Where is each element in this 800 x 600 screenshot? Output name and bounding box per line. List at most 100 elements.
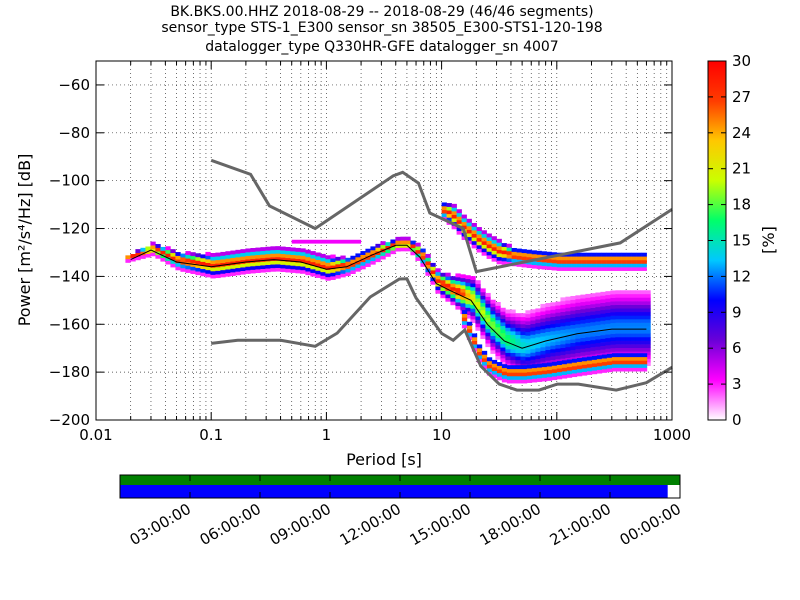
density-cell [500, 361, 506, 366]
density-cell [441, 202, 447, 207]
density-cell [205, 259, 211, 263]
density-cell [635, 315, 641, 320]
density-cell [555, 323, 561, 328]
density-cell [545, 349, 551, 354]
density-cell [175, 252, 181, 256]
density-cell [485, 307, 491, 312]
density-cell [531, 378, 538, 383]
density-cell [566, 370, 573, 375]
low-noise-model-line [211, 277, 673, 392]
density-cell [440, 283, 446, 288]
density-cell [575, 341, 581, 346]
density-cell [535, 351, 541, 356]
density-cell [445, 297, 451, 302]
density-cell [590, 325, 596, 330]
density-cell [626, 267, 632, 271]
density-cell [515, 345, 521, 350]
density-cell [340, 262, 346, 267]
chart-title-line-3: datalogger_type Q330HR-GFE datalogger_sn… [205, 39, 558, 55]
density-cell [170, 256, 176, 261]
density-cell [521, 256, 527, 261]
density-cell [461, 310, 468, 315]
density-cell [590, 347, 596, 351]
density-cell [551, 252, 557, 257]
density-cell [565, 332, 571, 337]
density-cell [155, 247, 161, 252]
density-cell [620, 315, 626, 320]
colorbar-tick-label: 24 [732, 124, 751, 142]
density-cell [525, 342, 531, 347]
density-cell [595, 317, 601, 322]
density-cell [555, 337, 561, 342]
density-cell [636, 363, 643, 368]
density-cell [460, 274, 466, 279]
density-cell [525, 321, 531, 325]
density-cell [580, 344, 586, 349]
density-cell [520, 316, 526, 321]
density-cell [511, 258, 517, 263]
density-cell [460, 292, 466, 297]
density-cell [600, 324, 606, 329]
density-cell [600, 342, 606, 346]
density-cell [480, 302, 486, 307]
density-cell [225, 269, 231, 274]
density-cell [511, 368, 518, 373]
density-cell [610, 329, 616, 334]
density-cell [535, 308, 541, 313]
density-cell [456, 230, 462, 235]
density-cell [565, 307, 571, 312]
density-cell [496, 238, 502, 243]
density-cell [476, 355, 483, 360]
density-cell [515, 323, 521, 328]
colorbar-tick-label: 0 [732, 411, 742, 429]
density-cell [441, 213, 447, 218]
density-cell [545, 320, 551, 325]
density-cell [545, 331, 551, 336]
density-cell [451, 214, 457, 219]
density-cell [585, 311, 591, 316]
density-cell [556, 371, 563, 376]
density-cell [625, 301, 631, 305]
density-cell [521, 368, 528, 373]
density-cell [555, 351, 561, 356]
density-cell [195, 256, 201, 261]
density-cell [605, 327, 611, 331]
density-cell [245, 266, 251, 271]
density-cell [626, 363, 633, 368]
density-cell [585, 319, 591, 323]
density-cell [466, 222, 472, 227]
density-cell [471, 344, 478, 349]
density-cell [575, 298, 581, 303]
density-cell [320, 275, 326, 280]
density-cell [510, 309, 516, 314]
density-cell [506, 258, 512, 262]
density-cell [470, 279, 476, 284]
density-cell [521, 372, 528, 377]
density-cell [505, 349, 511, 353]
density-cell [565, 343, 571, 348]
density-cell [560, 297, 566, 302]
density-cell [490, 335, 496, 340]
density-cell [475, 298, 481, 303]
density-cell [621, 259, 627, 264]
density-cell [335, 256, 341, 261]
density-cell [475, 305, 481, 310]
density-cell [561, 263, 567, 268]
density-cell [335, 271, 341, 276]
density-cell [530, 345, 536, 350]
density-cell [280, 257, 286, 262]
density-cell [580, 334, 586, 338]
density-cell [530, 334, 536, 339]
density-cell [565, 354, 571, 358]
density-cell [500, 311, 506, 316]
density-cell [215, 259, 221, 264]
density-cell [490, 317, 496, 322]
density-cell [415, 242, 421, 247]
density-cell [540, 354, 546, 359]
timeline-tick-label: 03:00:00 [127, 500, 194, 549]
density-cell [635, 326, 641, 331]
density-cell [511, 379, 518, 384]
density-cell [135, 252, 141, 257]
density-cell [480, 291, 486, 296]
